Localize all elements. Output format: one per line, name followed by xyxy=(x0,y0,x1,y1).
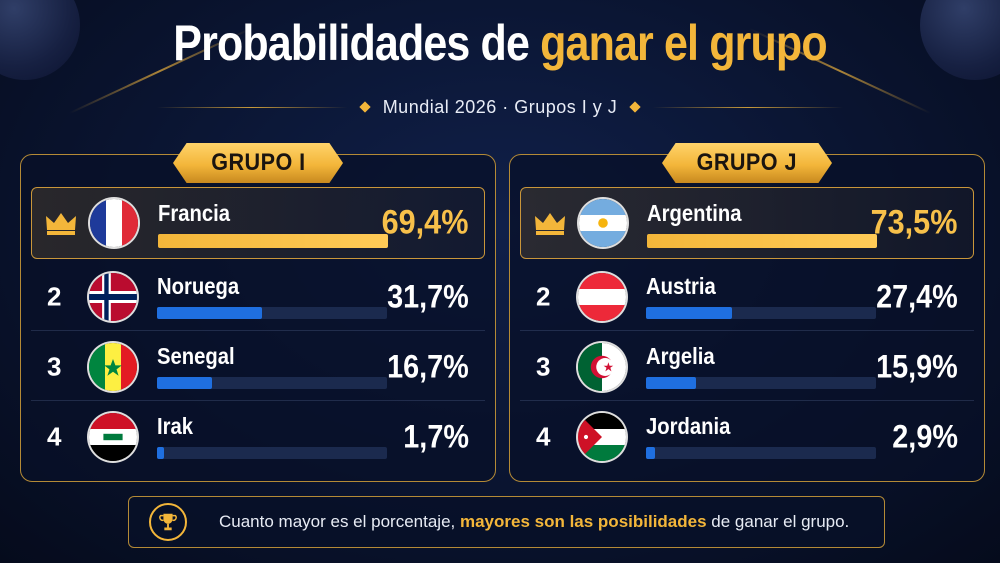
footer-note: Cuanto mayor es el porcentaje, mayores s… xyxy=(128,496,885,548)
group-i-row-4: 4 Irak 1,7% xyxy=(31,403,485,471)
page-title: Probabilidades de ganar el grupo xyxy=(70,14,930,72)
footer-text-before: Cuanto mayor es el porcentaje, xyxy=(219,512,460,531)
probability-bar xyxy=(157,447,164,459)
title-main: Probabilidades de xyxy=(173,15,541,71)
senegal-flag-icon xyxy=(87,340,139,393)
country-name: Argelia xyxy=(646,343,715,369)
argentina-flag-icon xyxy=(577,197,629,249)
country-name: Argentina xyxy=(647,200,742,226)
crown-icon xyxy=(46,213,76,235)
probability-bar-track xyxy=(157,377,387,389)
probability-bar-track xyxy=(646,377,876,389)
probability-bar xyxy=(646,377,696,389)
rank-number: 2 xyxy=(536,281,551,311)
probability-value: 27,4% xyxy=(876,278,958,314)
divider-left xyxy=(156,106,347,108)
divider-right xyxy=(653,106,844,108)
group-i-row-1: Francia 69,4% xyxy=(31,187,485,259)
group-j-label: GRUPO J xyxy=(696,149,798,176)
group-j-row-4: 4 Jordania 2,9% xyxy=(520,403,974,471)
group-i-row-3: 3 Senegal 16,7% xyxy=(31,333,485,401)
subtitle-row: Mundial 2026 · Grupos I y J xyxy=(0,92,1000,122)
country-name: Irak xyxy=(157,413,194,439)
group-j-row-3: 3 Argelia 15,9% xyxy=(520,333,974,401)
iraq-flag-icon xyxy=(87,411,139,463)
country-name: Francia xyxy=(158,200,231,226)
group-i-row-2: 2 Noruega 31,7% xyxy=(31,263,485,331)
soccer-ball-decoration-right xyxy=(920,0,1000,80)
group-j-badge: GRUPO J xyxy=(662,143,832,183)
probability-bar-track xyxy=(647,234,877,248)
country-name: Noruega xyxy=(157,273,240,299)
country-name: Jordania xyxy=(646,413,731,439)
diamond-icon xyxy=(629,101,641,113)
group-i-label: GRUPO I xyxy=(210,149,306,176)
france-flag-icon xyxy=(88,197,140,249)
group-i-badge: GRUPO I xyxy=(173,143,343,183)
austria-flag-icon xyxy=(576,270,628,323)
rank-number: 3 xyxy=(536,351,551,381)
crown-icon xyxy=(535,213,565,235)
probability-bar xyxy=(157,377,213,389)
group-j-panel: GRUPO J Argentina 73,5% 2 Austria 27,4% … xyxy=(509,143,985,482)
probability-bar xyxy=(647,234,877,248)
probability-bar xyxy=(646,447,656,459)
norway-flag-icon xyxy=(87,270,139,323)
footer-text: Cuanto mayor es el porcentaje, mayores s… xyxy=(219,512,849,532)
probability-value: 31,7% xyxy=(387,278,469,314)
footer-text-highlight: mayores son las posibilidades xyxy=(459,512,707,531)
probability-value: 16,7% xyxy=(387,348,469,384)
probability-bar-track xyxy=(157,307,387,319)
algeria-flag-icon xyxy=(576,340,628,393)
diamond-icon xyxy=(359,101,371,113)
rank-number: 4 xyxy=(47,421,62,452)
rank-number: 3 xyxy=(47,351,62,381)
probability-value: 69,4% xyxy=(381,203,468,242)
probability-value: 2,9% xyxy=(892,418,958,455)
probability-bar-track xyxy=(157,447,387,459)
probability-bar xyxy=(158,234,388,248)
subtitle: Mundial 2026 · Grupos I y J xyxy=(382,96,618,117)
probability-bar xyxy=(157,307,263,319)
soccer-ball-decoration-left xyxy=(0,0,80,80)
rank-number: 2 xyxy=(47,281,62,311)
country-name: Austria xyxy=(646,273,716,299)
group-j-row-2: 2 Austria 27,4% xyxy=(520,263,974,331)
group-j-row-1: Argentina 73,5% xyxy=(520,187,974,259)
probability-value: 1,7% xyxy=(403,418,469,455)
probability-bar-track xyxy=(646,447,876,459)
footer-text-after: de ganar el grupo. xyxy=(706,512,850,531)
rank-number: 4 xyxy=(536,421,551,452)
probability-bar xyxy=(646,307,732,319)
trophy-icon xyxy=(149,503,187,541)
probability-bar-track xyxy=(158,234,388,248)
jordan-flag-icon xyxy=(576,411,628,463)
probability-value: 15,9% xyxy=(876,348,958,384)
group-i-panel: GRUPO I Francia 69,4% 2 Noruega 31,7% 3 … xyxy=(20,143,496,482)
title-highlight: ganar el grupo xyxy=(540,15,827,71)
country-name: Senegal xyxy=(157,343,235,369)
probability-bar-track xyxy=(646,307,876,319)
probability-value: 73,5% xyxy=(870,203,957,242)
